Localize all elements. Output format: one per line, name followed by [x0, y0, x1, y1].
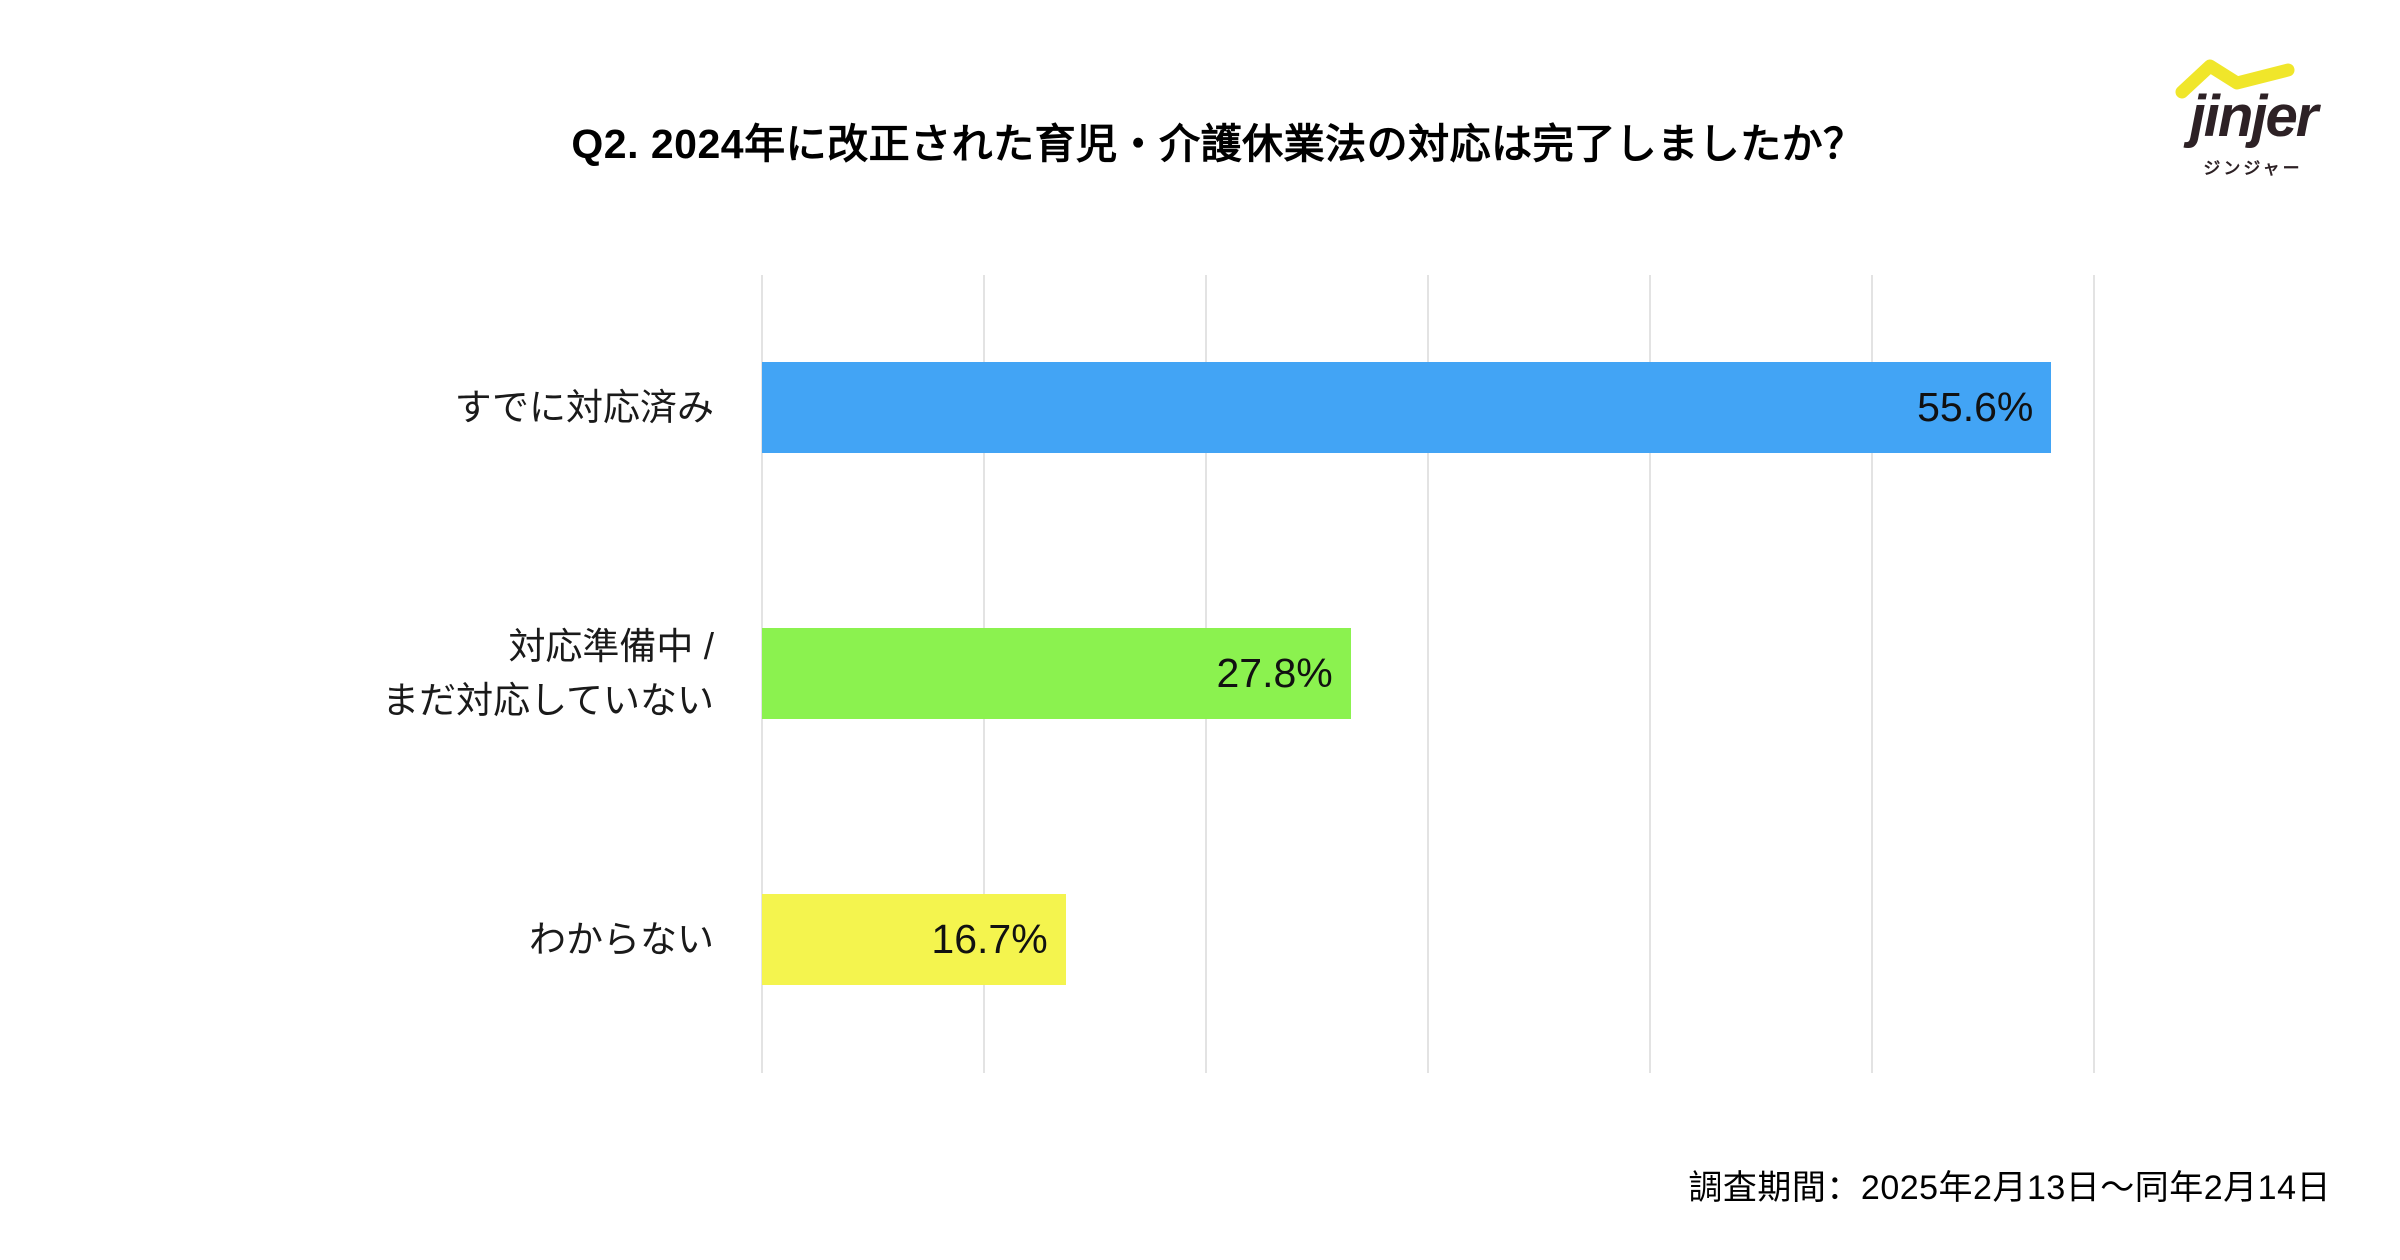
category-label-line: 対応準備中 / [508, 626, 714, 668]
jinjer-logo: jinjer ジンジャー [2168, 56, 2338, 179]
bar-value-label: 27.8% [1216, 650, 1333, 696]
category-label: わからない [0, 807, 714, 1073]
chart-title: Q2. 2024年に改正された育児・介護休業法の対応は完了しましたか？ [571, 121, 1865, 167]
gridline [2093, 275, 2095, 1073]
category-label: 対応準備中 / まだ対応していない [0, 541, 714, 807]
bar-row: 55.6% [762, 275, 2094, 541]
bar-row: 27.8% [762, 541, 2094, 807]
bar-value-label: 16.7% [931, 916, 1048, 962]
category-label: すでに対応済み [0, 275, 714, 541]
category-label-line: すでに対応済み [454, 387, 714, 429]
survey-period-note: 調査期間：2025年2月13日〜同年2月14日 [1688, 1169, 2331, 1207]
category-label-line: わからない [529, 919, 714, 961]
logo-wordmark: jinjer [2189, 84, 2319, 149]
gridline [1648, 275, 1651, 1073]
bar-value-label: 55.6% [1917, 384, 2034, 430]
bar-chart-plot-area: 55.6% 27.8% 16.7% [761, 275, 2095, 1073]
bar-row: 16.7% [762, 807, 2094, 1073]
bar: 16.7% [762, 894, 1066, 985]
category-label-line: まだ対応していない [382, 680, 714, 721]
logo-katakana-subtitle: ジンジャー [2203, 159, 2303, 178]
bar: 55.6% [762, 362, 2052, 453]
logo-swoosh-icon [2175, 59, 2295, 99]
category-axis-labels: すでに対応済み対応準備中 / まだ対応していないわからない [0, 275, 714, 1073]
gridline [1427, 275, 1429, 1073]
bar: 27.8% [762, 628, 1351, 719]
gridline [1871, 275, 1873, 1073]
